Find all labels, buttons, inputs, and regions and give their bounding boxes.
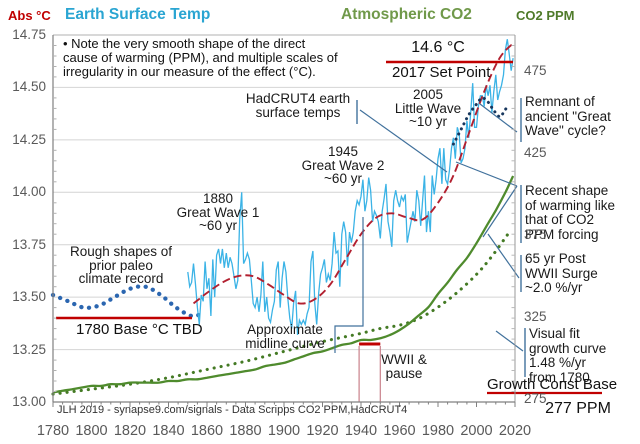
x-tick-label: 1960 — [383, 423, 416, 439]
set-point-value: 14.6 °C — [411, 39, 465, 56]
annotation-line: prior paleo — [89, 257, 153, 273]
annotation-line: Wave" cycle? — [525, 123, 606, 138]
annotation-surge: 65 yr Post WWII Surge ~2.0 %/yr — [525, 251, 598, 296]
leader-line — [495, 330, 524, 352]
co2-series-title: Atmospheric CO2 — [341, 6, 472, 23]
leader-line — [482, 185, 518, 238]
annotation-line: pause — [385, 365, 423, 381]
annotation-line: ~60 yr — [324, 171, 362, 186]
annotation-line: Remnant of — [525, 94, 595, 109]
midline-curve — [192, 42, 514, 305]
x-tick-label: 2000 — [460, 423, 493, 439]
x-tick-label: 1860 — [190, 423, 224, 439]
x-tick-label: 1980 — [421, 423, 455, 439]
y-right-tick-label: 325 — [524, 309, 547, 324]
annotation-line: WWII Surge — [525, 265, 598, 281]
x-tick-label: 1800 — [75, 423, 108, 439]
annotation-great-wave-2: 1945 Great Wave 2 ~60 yr — [302, 145, 385, 186]
annotation-line: 65 yr Post — [525, 251, 586, 266]
y-right-tick-label: 425 — [524, 145, 547, 160]
leader-line — [479, 103, 518, 133]
x-tick-label: 1840 — [152, 423, 185, 439]
annotation-line: ancient "Great — [525, 108, 611, 124]
annotation-line: Visual fit — [529, 326, 580, 341]
right-axis-title: CO2 PPM — [516, 8, 575, 23]
y-right-tick-label: 275 — [524, 391, 547, 406]
x-tick-label: 1940 — [344, 423, 378, 439]
set-point-label: 2017 Set Point — [392, 64, 491, 81]
annotation-remnant: Remnant of ancient "Great Wave" cycle? — [525, 94, 611, 139]
annotation-line: HadCRUT4 earth — [245, 91, 351, 106]
annotation-line: ~10 yr — [409, 114, 447, 129]
y-left-tick-label: 13.00 — [12, 394, 46, 409]
annotation-line: that of CO2 — [525, 212, 595, 227]
annotation-line: midline curve — [245, 335, 325, 351]
annotation-paleo: Rough shapes of prior paleo climate reco… — [70, 245, 172, 286]
annotation-line: ~60 yr — [199, 218, 237, 233]
annotation-line: surface temps — [255, 104, 341, 120]
annotation-recent-shape: Recent shape of warming like that of CO2… — [525, 183, 616, 242]
annotation-wwii: WWII & pause — [381, 353, 427, 380]
y-left-tick-label: 14.50 — [12, 79, 46, 95]
annotation-hadcrut: HadCRUT4 earth surface temps — [246, 92, 350, 119]
x-tick-label: 1820 — [113, 423, 147, 439]
x-tick-label: 1920 — [306, 423, 339, 439]
annotation-line: Recent shape — [525, 183, 609, 198]
leader-line — [487, 233, 520, 279]
y-left-tick-label: 14.00 — [12, 184, 46, 200]
y-right-tick-label: 475 — [524, 63, 547, 78]
annotation-visual-fit: Visual fit growth curve 1.48 %/yr from 1… — [529, 326, 607, 385]
annotation-line: Rough shapes of — [69, 244, 173, 259]
annotation-line: Great Wave 2 — [301, 157, 385, 173]
x-tick-label: 1900 — [267, 423, 301, 439]
y-left-tick-label: 13.75 — [12, 236, 46, 252]
base-ppm-label: 277 PPM — [545, 400, 611, 417]
annotation-line: PPM forcing — [525, 226, 599, 242]
annotation-line: from 1780 — [529, 369, 590, 385]
y-left-tick-label: 14.75 — [12, 27, 46, 42]
leader-line — [455, 161, 518, 187]
midline-leader-line — [334, 217, 364, 353]
annotation-line: Little Wave — [394, 100, 462, 116]
x-tick-label: 1780 — [36, 423, 70, 439]
y-left-tick-label: 14.25 — [12, 131, 46, 147]
annotation-line: 2005 — [412, 87, 444, 102]
co2-visual-fit-curve — [51, 233, 509, 396]
annotation-midline: Approximate midline curve — [245, 323, 325, 350]
growth-const-base-label: Growth Const Base — [487, 376, 618, 393]
hadcrut4-temp-line — [187, 39, 514, 335]
annotation-line: Approximate — [247, 322, 323, 337]
annotation-line: ~2.0 %/yr — [525, 280, 583, 295]
y-left-tick-label: 13.50 — [12, 289, 46, 305]
annotation-line: 1880 — [202, 191, 234, 206]
annotation-little-wave: 2005 Little Wave ~10 yr — [395, 88, 461, 129]
y-left-tick-label: 13.25 — [12, 341, 46, 357]
note-line: irregularity in our measure of the effec… — [63, 64, 316, 79]
leader-line — [359, 109, 448, 173]
annotation-line: 1.48 %/yr — [529, 355, 587, 370]
remnant-wave-curve — [451, 96, 509, 146]
paleo-record-curve — [50, 284, 204, 319]
annotation-line: climate record — [78, 271, 164, 286]
x-tick-label: 2020 — [498, 423, 532, 439]
co2-curve — [52, 175, 515, 394]
note-line: • Note the very smooth shape of the dire… — [63, 36, 306, 51]
attribution: JLH 2019 - synapse9.com/signals - Data S… — [57, 404, 408, 416]
x-tick-label: 1880 — [229, 423, 262, 439]
temp-series-title: Earth Surface Temp — [65, 6, 211, 23]
annotation-line: Great Wave 1 — [176, 204, 260, 220]
y-right-tick-label: 375 — [524, 227, 547, 242]
annotation-line: of warming like — [525, 197, 616, 213]
left-axis-title: Abs °C — [8, 8, 51, 23]
annotation-line: WWII & — [381, 352, 427, 367]
note-box: • Note the very smooth shape of the dire… — [63, 37, 338, 79]
base-1780-label: 1780 Base °C TBD — [76, 321, 203, 338]
annotation-great-wave-1: 1880 Great Wave 1 ~60 yr — [177, 192, 260, 233]
annotation-line: growth curve — [529, 340, 607, 356]
note-line: cause of warming (PPM), and multiple sca… — [63, 50, 338, 65]
annotation-line: 1945 — [327, 144, 359, 159]
